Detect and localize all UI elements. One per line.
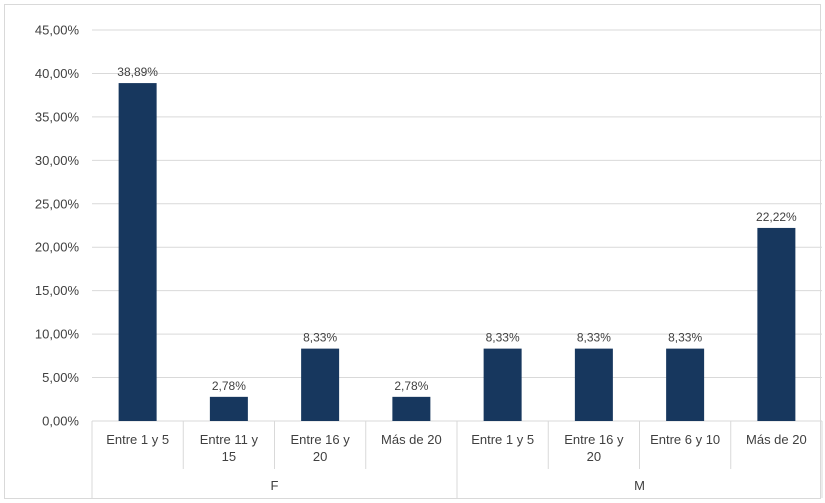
x-tick-label: Más de 20 <box>381 432 442 447</box>
data-label: 38,89% <box>117 65 158 79</box>
y-tick-label: 30,00% <box>35 153 80 168</box>
x-tick-label: Entre 6 y 10 <box>650 432 720 447</box>
data-label: 2,78% <box>394 379 428 393</box>
data-label: 2,78% <box>212 379 246 393</box>
x-tick-label: Entre 11 y <box>200 432 259 447</box>
x-tick-label: 15 <box>222 449 236 464</box>
bar <box>483 348 522 421</box>
group-label: M <box>634 478 645 493</box>
bar <box>301 348 340 421</box>
bar <box>209 396 248 421</box>
y-tick-label: 10,00% <box>35 327 80 342</box>
x-tick-label: 20 <box>313 449 327 464</box>
y-tick-label: 35,00% <box>35 109 80 124</box>
bar <box>392 396 431 421</box>
data-label: 8,33% <box>668 331 702 345</box>
y-tick-label: 15,00% <box>35 283 80 298</box>
data-label: 8,33% <box>577 331 611 345</box>
y-tick-label: 0,00% <box>42 414 79 429</box>
y-tick-label: 25,00% <box>35 196 80 211</box>
bar <box>757 227 796 421</box>
bar <box>666 348 705 421</box>
data-label: 8,33% <box>303 331 337 345</box>
x-tick-label: 20 <box>587 449 601 464</box>
group-label: F <box>271 478 279 493</box>
bar <box>118 83 157 421</box>
y-tick-label: 20,00% <box>35 240 80 255</box>
x-tick-label: Más de 20 <box>746 432 807 447</box>
y-tick-label: 45,00% <box>35 23 80 38</box>
x-tick-label: Entre 16 y <box>564 432 624 447</box>
y-tick-label: 5,00% <box>42 370 79 385</box>
x-tick-label: Entre 1 y 5 <box>471 432 534 447</box>
data-label: 8,33% <box>486 331 520 345</box>
data-label: 22,22% <box>756 210 797 224</box>
bar <box>574 348 613 421</box>
x-tick-label: Entre 1 y 5 <box>106 432 169 447</box>
y-tick-label: 40,00% <box>35 66 80 81</box>
x-tick-label: Entre 16 y <box>290 432 350 447</box>
